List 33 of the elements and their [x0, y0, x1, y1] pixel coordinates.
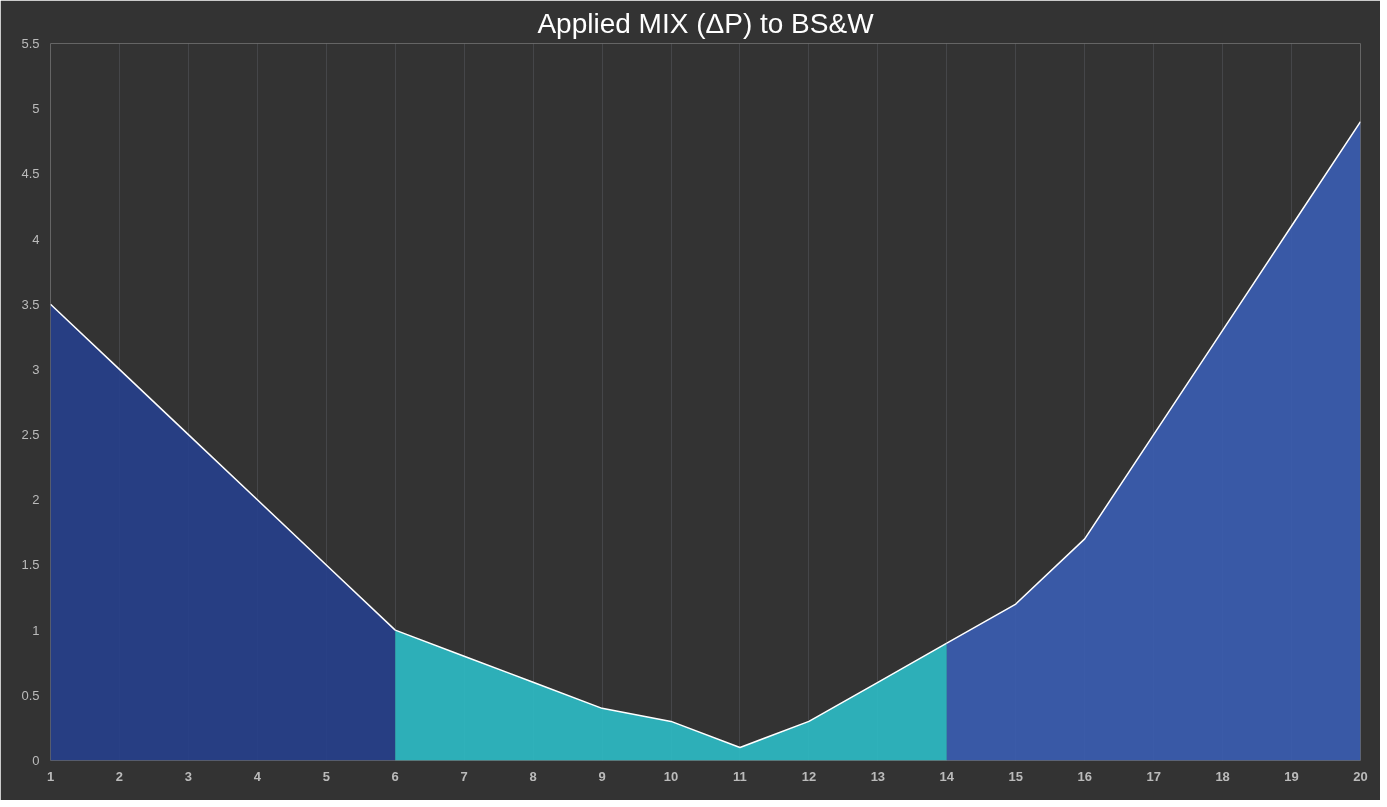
y-tick-label: 1 [32, 622, 40, 638]
y-tick-label: 1.5 [21, 557, 40, 573]
y-tick-label: 0 [32, 753, 40, 768]
x-tick-label: 4 [253, 768, 262, 784]
x-tick-label: 3 [184, 768, 193, 784]
y-tick-label: 0.5 [21, 687, 40, 703]
x-tick-label: 13 [870, 768, 886, 784]
x-tick-label: 8 [529, 768, 537, 784]
x-tick-label: 9 [598, 768, 606, 784]
x-tick-label: 7 [460, 768, 468, 784]
y-tick-label: 4 [32, 231, 40, 247]
y-tick-label: 2.5 [21, 427, 40, 443]
y-tick-label: 3 [32, 361, 40, 377]
chart-title: Applied MIX (ΔP) to BS&W [537, 7, 875, 39]
x-tick-label: 18 [1215, 768, 1230, 784]
x-tick-label: 12 [801, 768, 817, 784]
y-tick-label: 5.5 [21, 36, 40, 51]
x-tick-label: 15 [1008, 768, 1023, 784]
x-tick-label: 5 [322, 768, 330, 784]
x-tick-label: 1 [46, 768, 55, 784]
x-tick-label: 19 [1284, 768, 1299, 784]
x-tick-label: 10 [663, 768, 679, 784]
x-tick-label: 11 [733, 768, 747, 784]
x-tick-label: 6 [391, 768, 399, 784]
x-tick-label: 16 [1077, 768, 1092, 784]
x-tick-label: 14 [939, 768, 955, 784]
x-tick-label: 17 [1146, 768, 1161, 784]
y-tick-label: 4.5 [21, 166, 40, 182]
y-tick-label: 5 [32, 101, 40, 117]
y-tick-label: 3.5 [21, 296, 40, 312]
x-tick-label: 2 [115, 768, 124, 784]
y-tick-label: 2 [32, 492, 40, 508]
x-tick-label: 20 [1353, 768, 1368, 784]
